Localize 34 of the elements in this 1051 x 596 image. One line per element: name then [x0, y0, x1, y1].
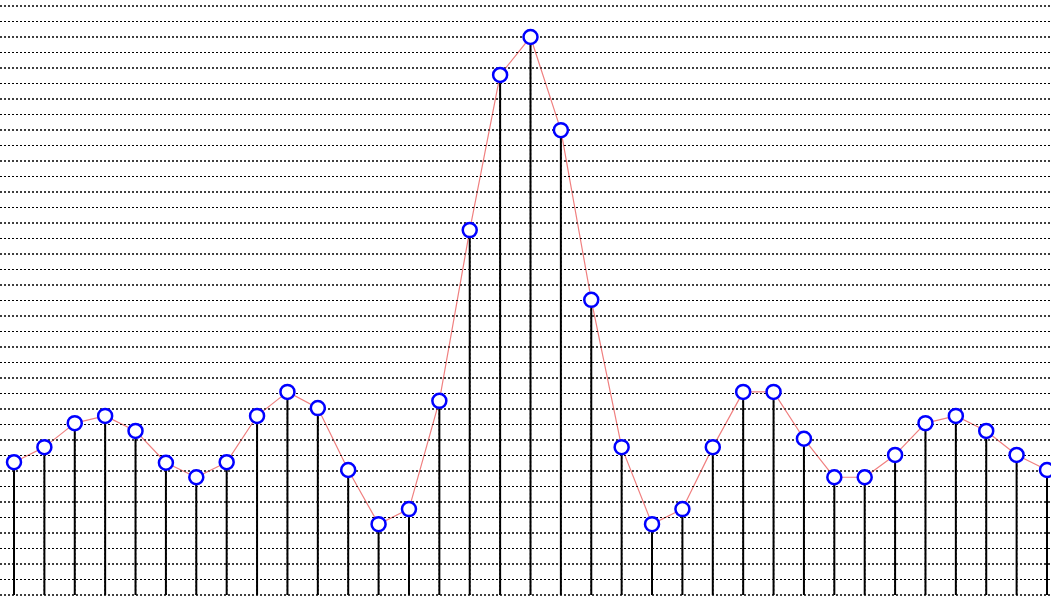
point: [218, 453, 235, 471]
point: [309, 399, 327, 417]
point: [36, 438, 53, 456]
point: [734, 383, 752, 401]
point: [66, 414, 84, 432]
point: [826, 469, 843, 486]
point: [643, 515, 661, 533]
point: [947, 407, 965, 425]
point: [279, 383, 296, 401]
point: [613, 438, 630, 456]
point: [248, 407, 266, 425]
point: [886, 446, 904, 464]
point: [552, 121, 570, 139]
point: [5, 453, 23, 471]
point: [400, 500, 418, 518]
point: [674, 500, 691, 518]
point: [704, 438, 722, 456]
point: [157, 454, 175, 471]
point: [856, 469, 873, 486]
point: [522, 28, 539, 46]
point: [977, 422, 995, 440]
point: [431, 392, 448, 410]
point: [765, 383, 782, 401]
point: [491, 66, 509, 84]
point: [461, 221, 478, 239]
point: [583, 291, 600, 309]
point: [795, 430, 813, 448]
point: [339, 461, 357, 479]
point: [1008, 446, 1025, 464]
point: [96, 407, 114, 425]
point: [917, 414, 934, 432]
point: [370, 515, 387, 533]
point: [127, 422, 144, 440]
point: [188, 469, 205, 486]
